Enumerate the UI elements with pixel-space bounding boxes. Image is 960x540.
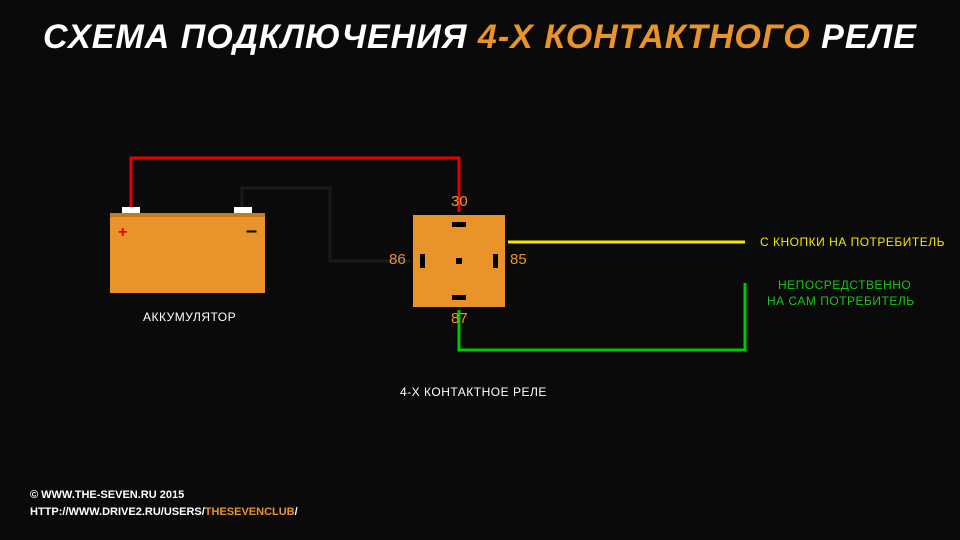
wire-red — [131, 158, 459, 212]
relay — [413, 215, 505, 307]
output-green-label-1: НЕПОСРЕДСТВЕННО — [778, 278, 911, 292]
credits-line1: © WWW.THE-SEVEN.RU 2015 — [30, 487, 298, 504]
battery-minus-icon: – — [246, 220, 257, 243]
pin-86-label: 86 — [389, 251, 406, 268]
output-green-label-2: НА САМ ПОТРЕБИТЕЛЬ — [767, 294, 915, 308]
battery-plus-icon: + — [118, 224, 127, 242]
output-yellow-label: С КНОПКИ НА ПОТРЕБИТЕЛЬ — [760, 235, 945, 249]
battery — [110, 207, 265, 293]
pin-87-label: 87 — [451, 310, 468, 327]
pin-85-label: 85 — [510, 251, 527, 268]
credits-line2: HTTP://WWW.DRIVE2.RU/USERS/THESEVENCLUB/ — [30, 504, 298, 521]
wire-black — [242, 188, 410, 261]
credits: © WWW.THE-SEVEN.RU 2015 HTTP://WWW.DRIVE… — [30, 487, 298, 520]
battery-label: АККУМУЛЯТОР — [143, 310, 236, 324]
pin-30-label: 30 — [451, 193, 468, 210]
credits-link[interactable]: THESEVENCLUB — [205, 506, 295, 518]
relay-label: 4-Х КОНТАКТНОЕ РЕЛЕ — [400, 385, 547, 399]
wiring-diagram — [0, 0, 960, 540]
